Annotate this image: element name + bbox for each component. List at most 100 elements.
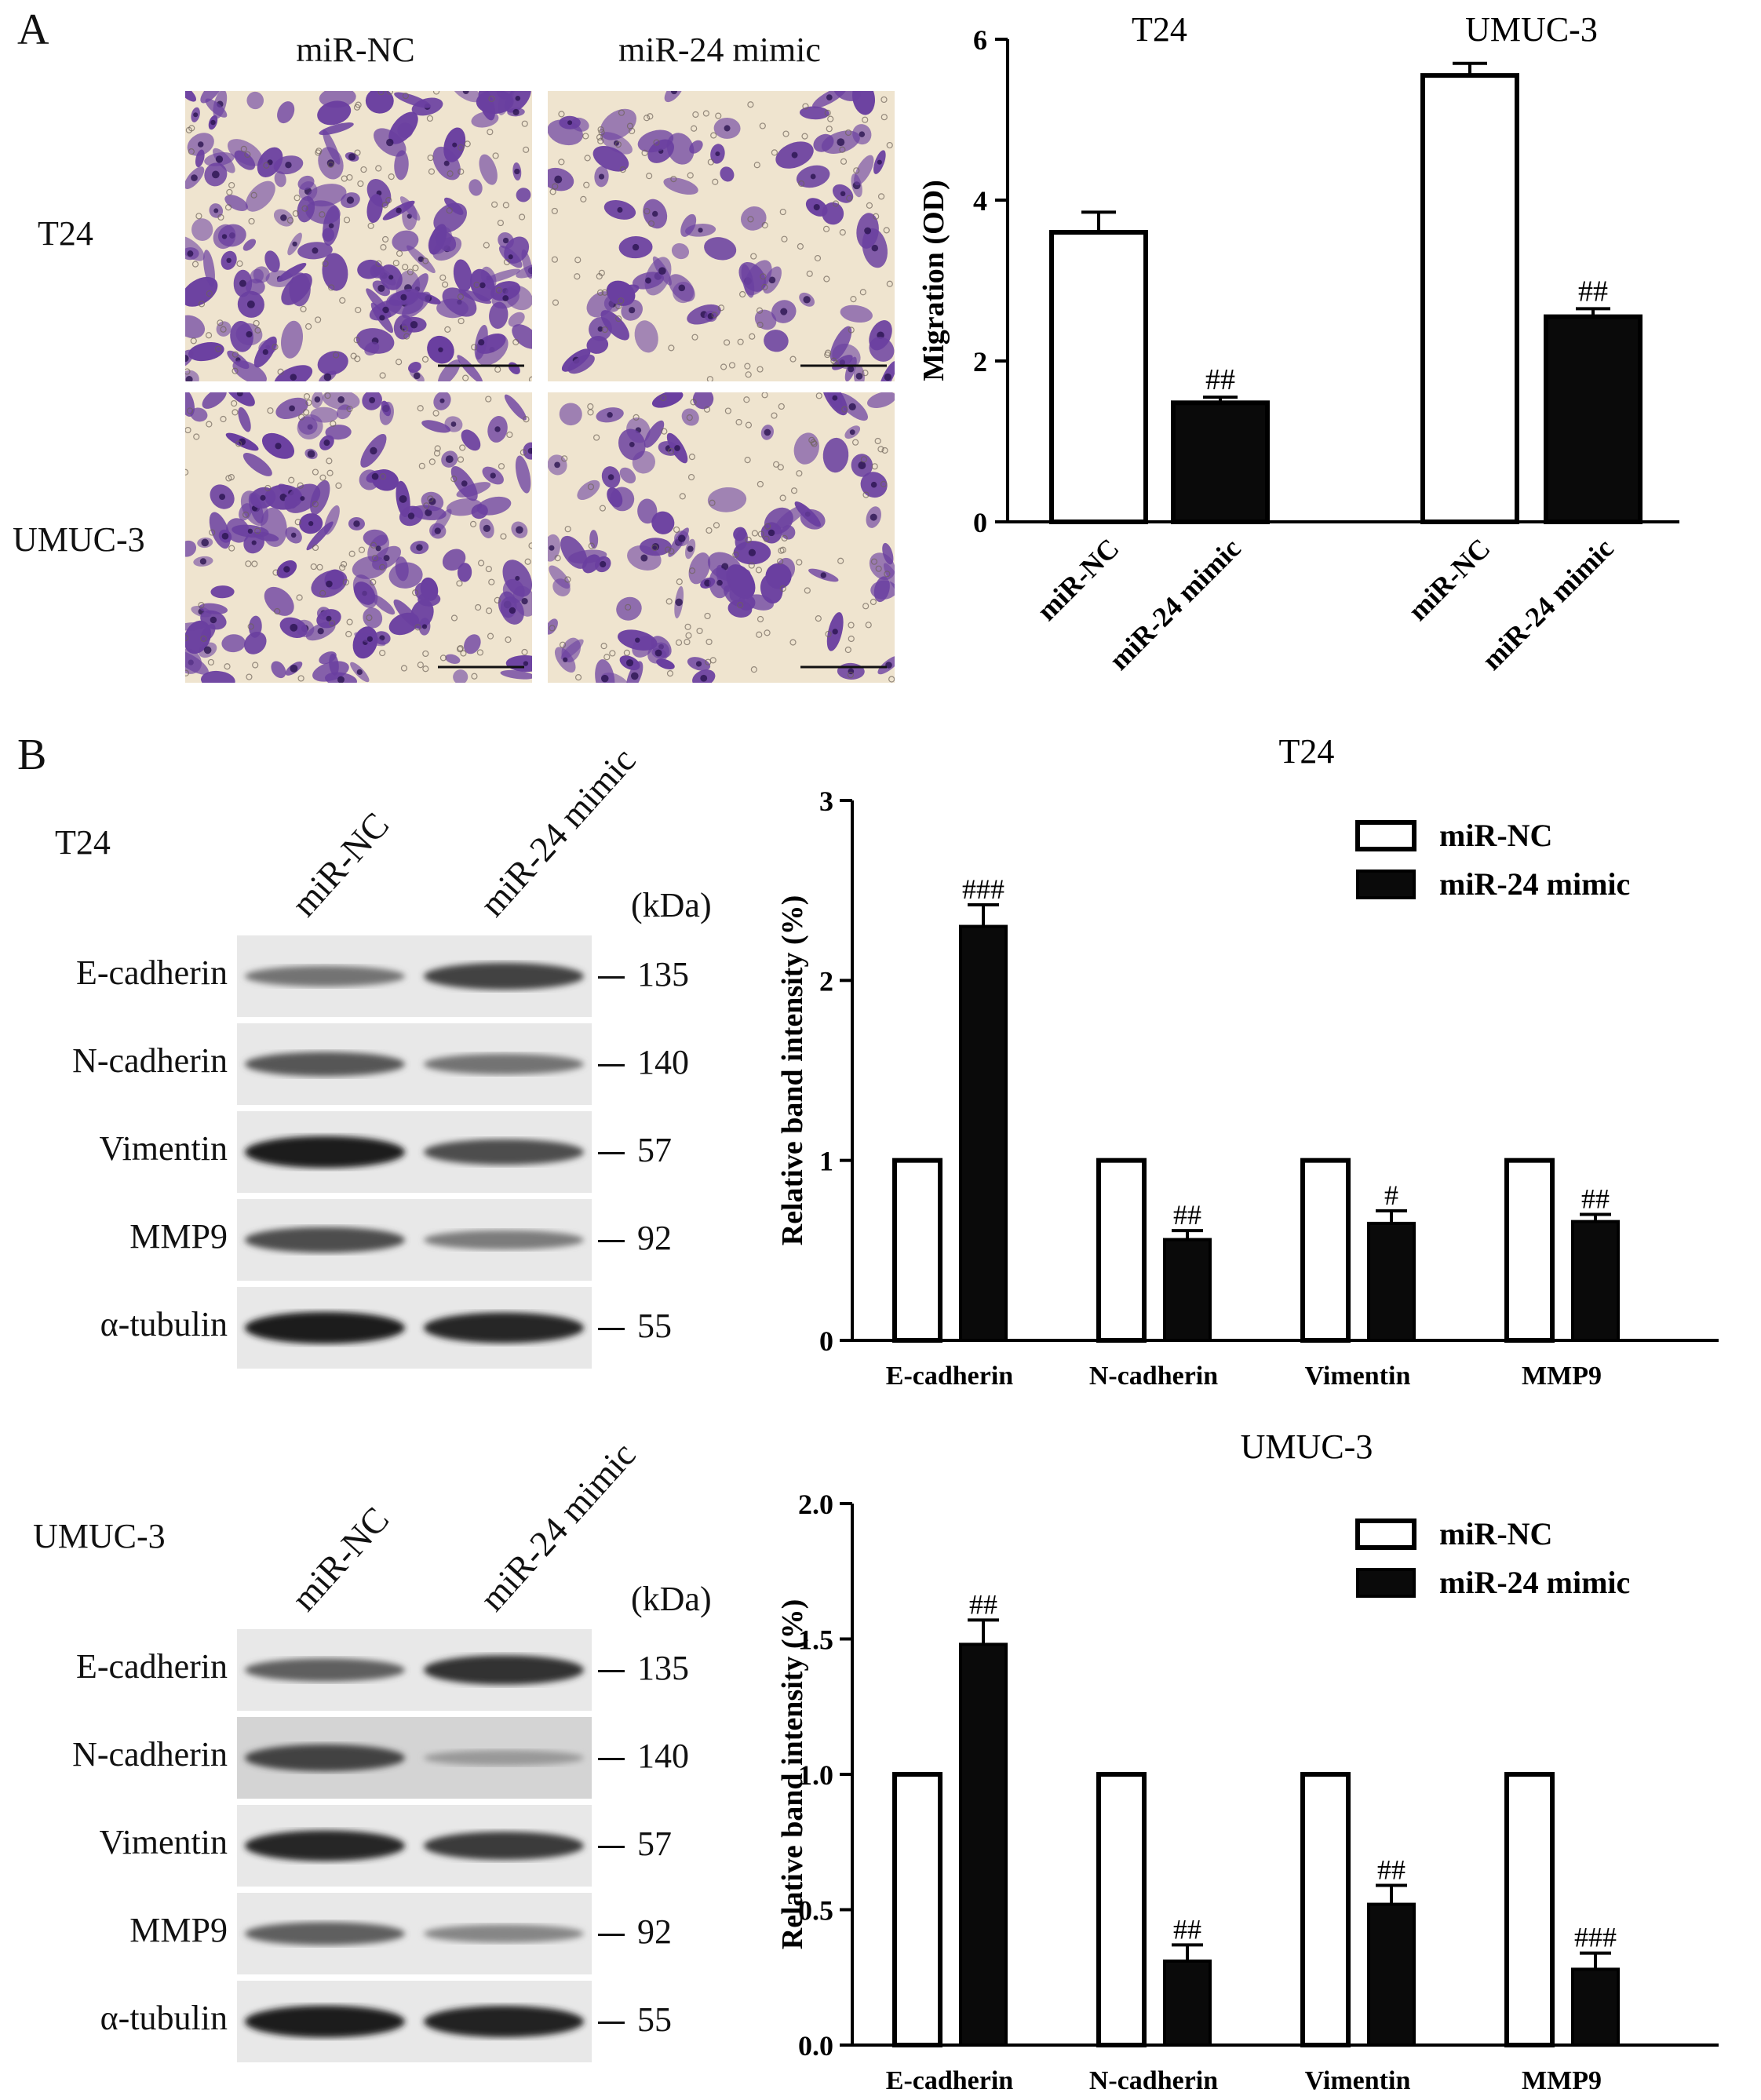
membrane-pore bbox=[224, 663, 231, 670]
cell-nucleus bbox=[210, 616, 217, 624]
cell-nucleus bbox=[479, 282, 486, 289]
membrane-pore bbox=[559, 641, 567, 648]
membrane-pore bbox=[214, 345, 222, 352]
membrane-pore bbox=[802, 103, 809, 110]
membrane-pore bbox=[342, 578, 349, 586]
blot-strip bbox=[237, 1629, 592, 1711]
cell-nucleus bbox=[366, 636, 373, 642]
membrane-pore bbox=[647, 220, 655, 228]
membrane-pore bbox=[245, 560, 252, 567]
blot-band bbox=[245, 1052, 405, 1077]
legend-label: miR-NC bbox=[1439, 818, 1552, 853]
cell-nucleus bbox=[502, 295, 509, 301]
cell-nucleus bbox=[337, 676, 345, 683]
cell-nucleus bbox=[512, 108, 520, 115]
membrane-pore bbox=[679, 493, 686, 500]
cell-nucleus bbox=[554, 461, 560, 468]
membrane-pore bbox=[375, 165, 382, 172]
membrane-pore bbox=[647, 113, 654, 120]
marker-tick bbox=[598, 1846, 625, 1848]
membrane-pore bbox=[247, 623, 254, 630]
blot-lane-label-mir-24-mimic: miR-24 mimic bbox=[472, 1434, 644, 1619]
membrane-pore bbox=[375, 260, 382, 268]
membrane-pore bbox=[486, 607, 493, 614]
membrane-pore bbox=[757, 615, 764, 623]
stained-cell bbox=[822, 437, 849, 473]
cell-nucleus bbox=[870, 481, 877, 488]
marker-tick bbox=[598, 2022, 625, 2024]
membrane-pore bbox=[441, 281, 449, 288]
membrane-pore bbox=[593, 434, 600, 441]
kda-value: 92 bbox=[637, 1219, 672, 1257]
legend-swatch-open bbox=[1355, 820, 1416, 851]
membrane-pore bbox=[778, 403, 785, 410]
stained-cell bbox=[249, 615, 262, 638]
stained-cell bbox=[521, 249, 532, 279]
stained-cell bbox=[680, 213, 697, 237]
membrane-pore bbox=[523, 416, 530, 423]
cell-nucleus bbox=[716, 579, 723, 586]
membrane-pore bbox=[664, 546, 672, 553]
membrane-pore bbox=[704, 612, 711, 620]
membrane-pore bbox=[412, 589, 419, 596]
membrane-pore bbox=[476, 649, 484, 656]
stained-cell bbox=[352, 556, 388, 579]
stained-cell bbox=[224, 195, 248, 211]
membrane-pore bbox=[688, 454, 696, 461]
membrane-pore bbox=[564, 576, 571, 583]
stained-cell bbox=[234, 150, 256, 170]
membrane-pore bbox=[253, 319, 260, 327]
blot-band bbox=[424, 1053, 584, 1075]
bar bbox=[1571, 1220, 1620, 1343]
blot-lane-label-mir-nc: miR-NC bbox=[283, 1499, 397, 1619]
stained-cell bbox=[726, 564, 756, 600]
cell-nucleus bbox=[675, 598, 683, 607]
membrane-pore bbox=[601, 326, 608, 334]
stained-cell bbox=[464, 634, 481, 654]
membrane-pore bbox=[832, 200, 840, 207]
membrane-pore bbox=[685, 632, 692, 639]
cell-nucleus bbox=[724, 125, 731, 132]
membrane-pore bbox=[865, 622, 872, 629]
blot-lane-label-mir-24-mimic: miR-24 mimic bbox=[472, 739, 644, 924]
cell-nucleus bbox=[290, 532, 297, 538]
stained-cell bbox=[457, 355, 483, 381]
blot-strip bbox=[237, 1981, 592, 2062]
membrane-pore bbox=[706, 376, 713, 381]
membrane-pore bbox=[456, 580, 463, 587]
cell-nucleus bbox=[328, 223, 334, 229]
membrane-pore bbox=[459, 444, 466, 451]
stained-cell bbox=[754, 309, 777, 330]
blot-strip bbox=[237, 1717, 592, 1799]
cell-nucleus bbox=[221, 234, 228, 239]
stained-cell bbox=[190, 407, 208, 422]
membrane-pore bbox=[371, 554, 379, 562]
cell-nucleus bbox=[629, 307, 636, 314]
stained-cell bbox=[310, 479, 330, 515]
cell-nucleus bbox=[246, 331, 253, 338]
cell-nucleus bbox=[617, 206, 623, 213]
cell-nucleus bbox=[884, 373, 891, 381]
stained-cell bbox=[244, 631, 267, 654]
stained-cell bbox=[202, 392, 227, 409]
membrane-pore bbox=[379, 372, 386, 379]
membrane-pore bbox=[457, 456, 465, 463]
membrane-pore bbox=[471, 344, 478, 351]
stained-cell bbox=[616, 596, 642, 621]
membrane-pore bbox=[582, 133, 589, 140]
membrane-pore bbox=[756, 307, 764, 314]
bar bbox=[1049, 230, 1148, 524]
membrane-pore bbox=[248, 217, 255, 225]
y-tick-label: 0.0 bbox=[798, 2030, 833, 2062]
significance-label: ## bbox=[1173, 1913, 1201, 1945]
membrane-pore bbox=[487, 129, 494, 136]
cell-nucleus bbox=[375, 545, 381, 552]
cell-nucleus bbox=[221, 532, 229, 540]
cell-nucleus bbox=[640, 554, 648, 562]
membrane-pore bbox=[696, 627, 703, 635]
y-tick-label: 4 bbox=[973, 185, 987, 217]
membrane-pore bbox=[587, 483, 595, 490]
membrane-pore bbox=[804, 587, 811, 594]
membrane-pore bbox=[220, 326, 227, 333]
stained-cell bbox=[671, 242, 690, 260]
